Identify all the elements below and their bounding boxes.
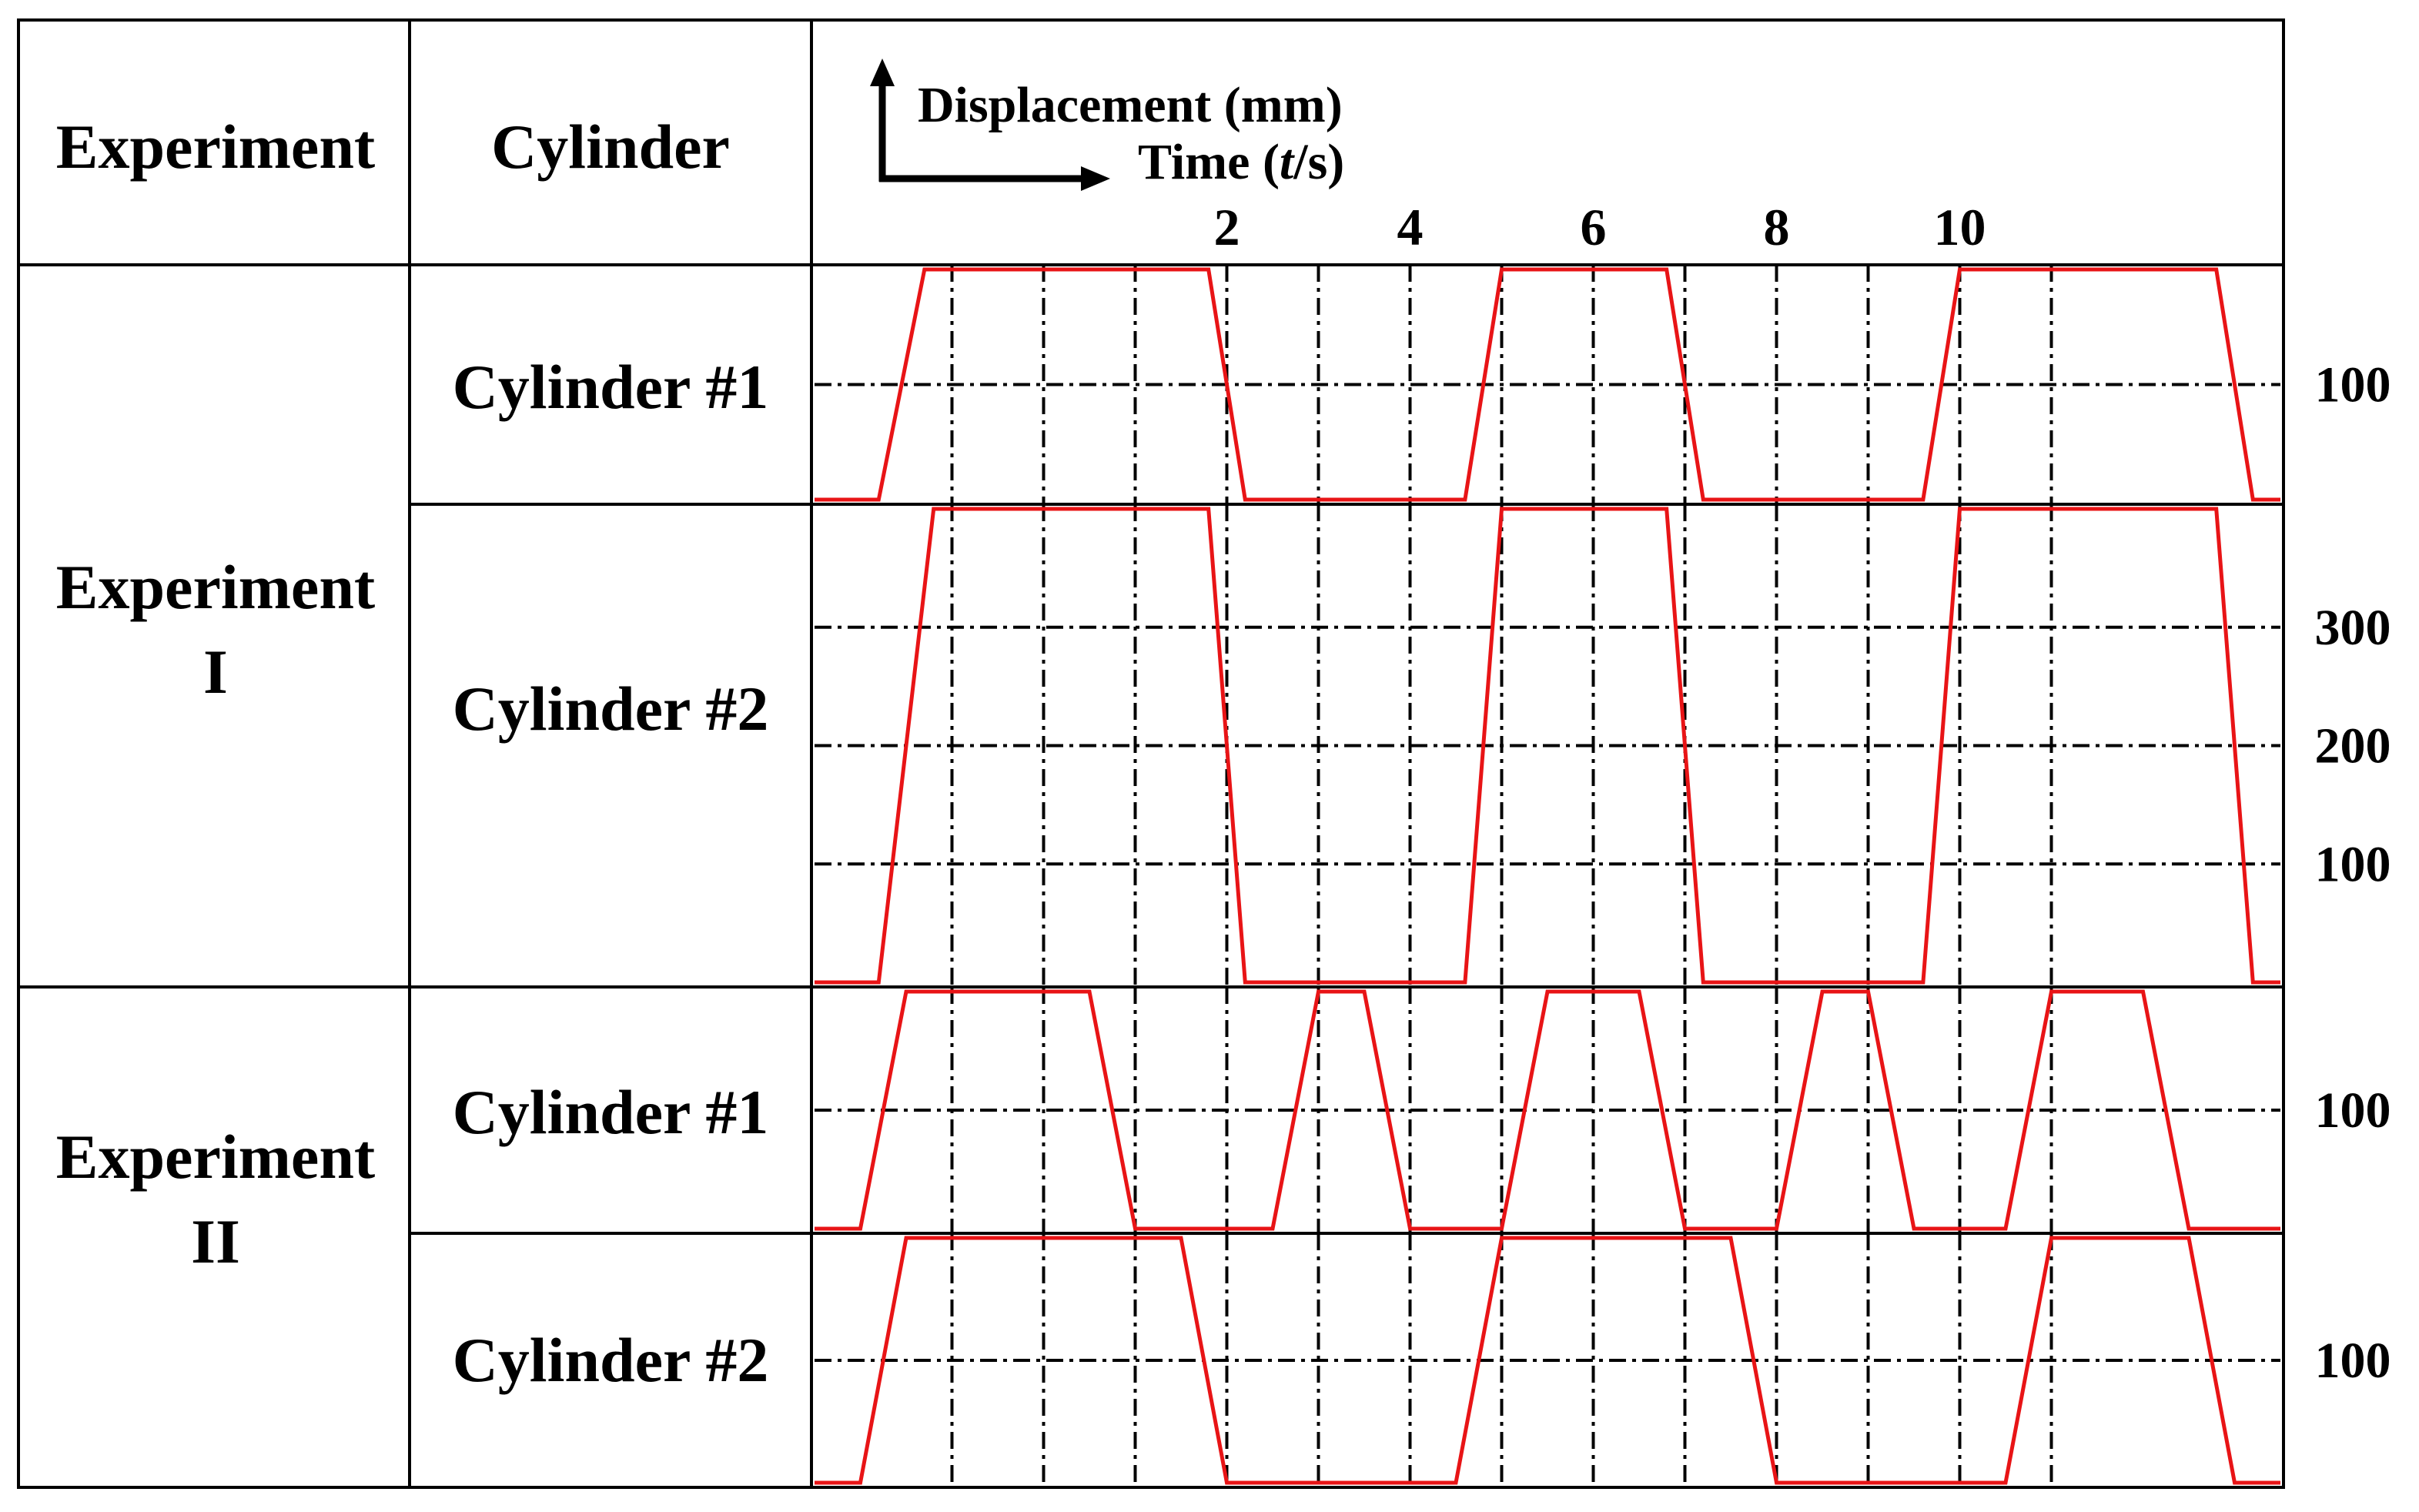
experiment-1-numeral: I xyxy=(203,637,228,707)
x-tick-label: 10 xyxy=(1934,198,1986,256)
x-axis-title-variable: t xyxy=(1280,134,1295,190)
x-tick-label: 8 xyxy=(1764,198,1790,256)
y-value-label: 100 xyxy=(2315,357,2391,413)
x-axis-title: Time (t/s) xyxy=(1138,134,1344,190)
x-axis-arrowhead xyxy=(1081,166,1110,191)
x-tick-labels: 2 4 6 8 10 xyxy=(1214,198,1986,256)
experiment-2-label: Experiment xyxy=(56,1122,375,1192)
cylinder-label-row-1: Cylinder #1 xyxy=(453,352,769,422)
x-tick-label: 2 xyxy=(1214,198,1240,256)
y-value-label: 100 xyxy=(2315,1082,2391,1139)
x-axis-title-prefix: Time ( xyxy=(1138,134,1280,190)
experiment-1-label: Experiment xyxy=(56,552,375,622)
displacement-signal-row-4 xyxy=(815,1236,2280,1485)
experiment-2-numeral: II xyxy=(191,1206,240,1276)
x-tick-label: 4 xyxy=(1397,198,1424,256)
displacement-signal-row-1 xyxy=(815,267,2280,502)
experiment-column-header: Experiment xyxy=(56,112,375,182)
y-value-label: 200 xyxy=(2315,718,2391,774)
displacement-signal-row-3 xyxy=(815,989,2280,1231)
x-tick-label: 6 xyxy=(1581,198,1607,256)
x-axis-title-suffix: /s) xyxy=(1293,134,1344,190)
cylinder-label-row-4: Cylinder #2 xyxy=(453,1325,769,1395)
y-value-label: 100 xyxy=(2315,836,2391,892)
grid-layer xyxy=(815,265,2280,1487)
table-frame xyxy=(17,18,2285,1489)
signal-layer xyxy=(815,267,2280,1485)
y-axis-arrowhead xyxy=(870,59,895,86)
table-border xyxy=(17,18,2285,1489)
cylinder-label-row-2: Cylinder #2 xyxy=(453,674,769,744)
y-value-label: 100 xyxy=(2315,1333,2391,1389)
cylinder-label-row-3: Cylinder #1 xyxy=(453,1077,769,1147)
y-value-label: 300 xyxy=(2315,600,2391,656)
y-axis-title: Displacement (mm) xyxy=(918,77,1343,133)
cylinder-column-header: Cylinder xyxy=(491,112,730,182)
displacement-signal-row-2 xyxy=(815,507,2280,985)
y-value-labels: 100 100 200 300 100 100 xyxy=(2315,357,2391,1390)
axis-indicator xyxy=(870,59,1110,191)
